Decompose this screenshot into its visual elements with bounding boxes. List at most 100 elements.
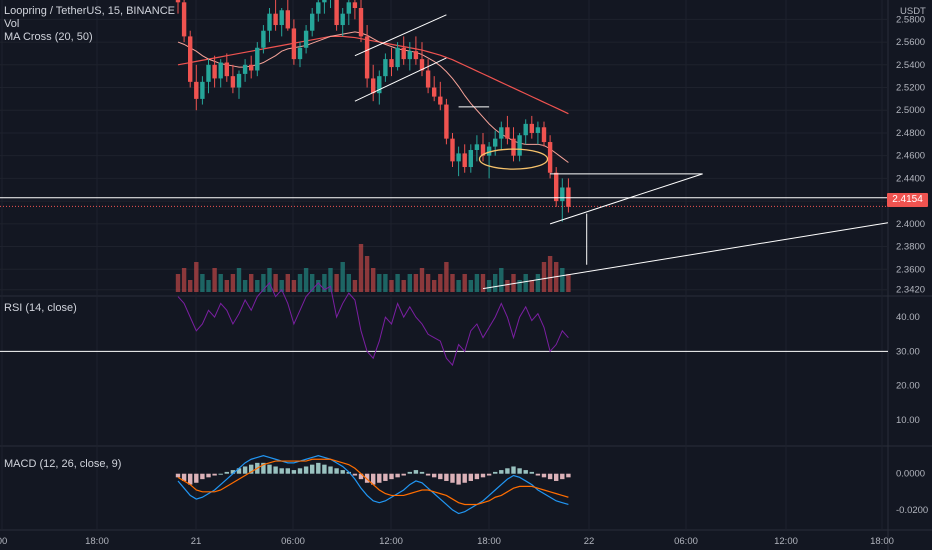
macd-histogram-bar: [181, 473, 187, 481]
volume-bar: [224, 280, 229, 292]
trend-line: [549, 173, 703, 225]
macd-panel: [175, 454, 571, 515]
candle-body: [316, 2, 321, 14]
volume-bar: [493, 274, 498, 292]
volume-bar: [291, 280, 297, 292]
volume-bar: [236, 268, 242, 292]
volume-bar: [450, 274, 455, 292]
volume-bar: [273, 274, 278, 292]
candle-body: [358, 8, 364, 37]
candle-body: [303, 30, 309, 48]
candle-body: [419, 59, 425, 71]
macd-histogram-bar: [547, 473, 553, 480]
volume-bar: [413, 274, 419, 292]
candle-body: [230, 76, 236, 88]
volume-bar: [395, 274, 400, 292]
candle-body: [212, 64, 217, 79]
macd-histogram-bar: [468, 473, 473, 481]
macd-histogram-bar: [554, 473, 559, 481]
axes: 2.5800 2.5600 2.5400 2.5200 2.5000 2.4800 2.46…: [0, 14, 928, 547]
volume-bar: [432, 280, 437, 292]
volume-bar: [242, 280, 248, 292]
volume-bar: [456, 280, 461, 292]
macd-histogram-bar: [377, 473, 382, 483]
time-tick-label: 18:00: [85, 536, 109, 547]
candle-body: [523, 123, 528, 136]
candle-body: [456, 153, 461, 162]
trend-line: [354, 14, 447, 57]
macd-histogram-bar: [206, 473, 211, 478]
candle-body: [255, 47, 260, 71]
macd-histogram-bar: [450, 473, 455, 483]
price-tick-label: 2.4000: [896, 219, 925, 230]
macd-histogram-bar: [511, 466, 516, 474]
time-tick-label: 21: [191, 536, 202, 547]
volume-bar: [480, 274, 486, 292]
volume-bar: [175, 274, 181, 292]
volume-bar: [310, 274, 315, 292]
price-tick-label: 2.5200: [896, 83, 925, 94]
macd-histogram-bar: [322, 464, 327, 474]
macd-histogram-bar: [432, 473, 437, 478]
symbol-title: Loopring / TetherUS, 15, BINANCE: [4, 5, 175, 17]
ma-cross-legend: MA Cross (20, 50): [4, 31, 93, 43]
volume-bar: [218, 274, 223, 292]
candle-body: [505, 127, 510, 139]
candle-body: [371, 78, 376, 94]
macd-histogram-bar: [212, 473, 217, 476]
candle-body: [346, 2, 351, 14]
volume-bar: [425, 274, 431, 292]
candle-body: [188, 36, 193, 82]
rsi-panel: [0, 281, 888, 367]
trend-line: [482, 222, 889, 290]
candle-body: [364, 36, 370, 79]
macd-histogram-bar: [493, 471, 498, 474]
candle-body: [438, 96, 443, 105]
candle-body: [249, 64, 254, 71]
volume-bar: [389, 280, 394, 292]
candle-body: [462, 153, 467, 168]
time-tick-label: 06:00: [281, 536, 305, 547]
candle-body: [432, 87, 437, 97]
macd-histogram-bar: [480, 473, 486, 478]
candle-body: [425, 70, 431, 88]
candle-body: [529, 123, 534, 133]
rsi-tick-label: 20.00: [896, 381, 920, 392]
macd-histogram-bar: [188, 473, 193, 485]
volume-bar: [438, 274, 443, 292]
macd-histogram-bar: [267, 464, 272, 474]
macd-histogram-bar: [529, 471, 534, 474]
macd-histogram-bar: [425, 473, 431, 476]
candle-body: [511, 138, 516, 156]
macd-histogram-bar: [261, 462, 266, 474]
macd-histogram-bar: [230, 470, 236, 474]
macd-legend: MACD (12, 26, close, 9): [4, 458, 122, 470]
macd-tick-label: -0.0200: [896, 505, 928, 516]
volume-bar: [383, 274, 388, 292]
candle-body: [450, 138, 455, 162]
volume-bar: [249, 274, 254, 292]
candle-body: [334, 0, 339, 26]
macd-histogram-bar: [541, 473, 547, 478]
candle-body: [267, 13, 272, 31]
macd-histogram-bar: [328, 466, 333, 474]
last-price-badge: 2.4154: [887, 193, 928, 207]
price-tick-label: 2.3800: [896, 242, 925, 253]
candle-body: [377, 76, 382, 94]
volume-bar: [364, 256, 370, 292]
volume-bar: [419, 268, 425, 292]
macd-histogram-bar: [194, 473, 199, 483]
macd-histogram-bar: [566, 473, 571, 478]
signal-line: [177, 458, 569, 506]
price-tick-label: 2.4400: [896, 173, 925, 184]
volume-legend: Vol: [4, 18, 20, 30]
candle-body: [474, 144, 480, 150]
macd-histogram-bar: [505, 468, 510, 474]
volume-bar: [181, 268, 187, 292]
candle-body: [310, 13, 315, 31]
candle-body: [291, 28, 297, 60]
macd-histogram-bar: [560, 473, 565, 480]
candle-body: [236, 73, 242, 88]
candle-body: [480, 144, 486, 156]
